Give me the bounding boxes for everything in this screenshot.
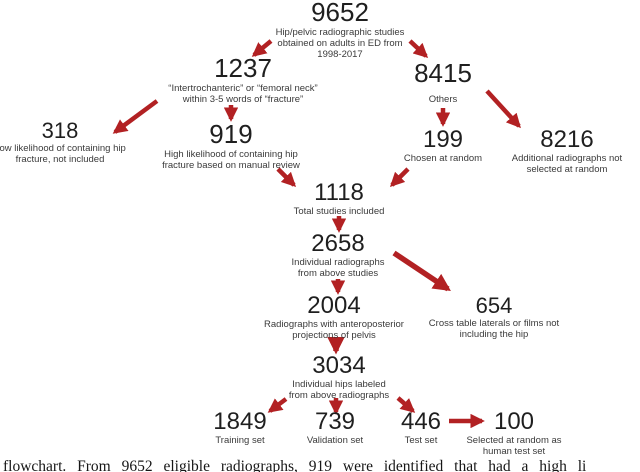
node-739-number: 739: [314, 408, 356, 435]
node-3034-label: Individual hips labeled from above radio…: [288, 379, 390, 402]
node-1118-label: Total studies included: [293, 206, 385, 218]
arrow-3034-to-1849: [267, 397, 288, 413]
node-199: 199 Chosen at random: [403, 126, 483, 165]
node-8216-number: 8216: [540, 126, 594, 153]
node-446: 446 Test set: [400, 408, 442, 447]
node-199-label: Chosen at random: [403, 153, 483, 165]
node-2004-number: 2004: [307, 292, 361, 319]
node-446-label: Test set: [404, 435, 438, 447]
node-1118: 1118 Total studies included: [293, 179, 385, 218]
arrow-2658-to-654: [392, 250, 451, 292]
node-1118-number: 1118: [314, 179, 364, 206]
node-3034: 3034 Individual hips labeled from above …: [288, 352, 390, 402]
arrow-8415-to-8216: [485, 89, 521, 129]
node-1849-number: 1849: [213, 408, 267, 435]
node-8415-label: Others: [428, 93, 458, 105]
node-318-label: Low likelihood of containing hip fractur…: [0, 143, 126, 166]
node-9652: 9652 Hip/pelvic radiographic studies obt…: [276, 0, 405, 60]
node-2004-label: Radiographs with anteroposterior project…: [264, 319, 404, 342]
node-1237-label: “Intertrochanteric” or “femoral neck” wi…: [168, 82, 318, 105]
node-100: 100 Selected at random as human test set: [466, 408, 562, 458]
node-919: 919 High likelihood of containing hip fr…: [162, 121, 300, 171]
arrow-9652-to-8415: [408, 39, 429, 58]
node-318-number: 318: [41, 118, 79, 143]
node-2004: 2004 Radiographs with anteroposterior pr…: [264, 292, 404, 342]
caption: flowchart. From 9652 eligible radiograph…: [3, 458, 587, 472]
node-9652-number: 9652: [311, 0, 369, 27]
node-3034-number: 3034: [312, 352, 366, 379]
node-8415: 8415 Others: [414, 60, 472, 105]
node-100-number: 100: [493, 408, 535, 435]
node-654: 654 Cross table laterals or films not in…: [428, 293, 560, 341]
node-199-number: 199: [422, 126, 464, 153]
node-9652-label: Hip/pelvic radiographic studies obtained…: [275, 26, 405, 60]
node-446-number: 446: [400, 408, 442, 435]
node-739: 739 Validation set: [306, 408, 364, 447]
node-8216: 8216 Additional radiographs not selected…: [511, 126, 623, 176]
node-100-label: Selected at random as human test set: [466, 435, 562, 458]
node-1237-number: 1237: [214, 53, 272, 83]
node-739-label: Validation set: [306, 435, 364, 447]
arrow-199-to-1118: [389, 167, 410, 188]
node-8415-number: 8415: [414, 58, 472, 88]
node-1237: 1237 “Intertrochanteric” or “femoral nec…: [168, 55, 317, 105]
node-919-label: High likelihood of containing hip fractu…: [162, 148, 300, 171]
node-2658-label: Individual radiographs from above studie…: [291, 257, 385, 280]
node-654-label: Cross table laterals or films not includ…: [428, 318, 560, 341]
node-654-number: 654: [475, 293, 513, 318]
node-1849-label: Training set: [215, 435, 265, 447]
node-8216-label: Additional radiographs not selected at r…: [511, 153, 623, 176]
arrow-919-to-1118: [276, 167, 297, 188]
node-2658-number: 2658: [311, 230, 365, 257]
node-1849: 1849 Training set: [213, 408, 267, 447]
node-2658: 2658 Individual radiographs from above s…: [291, 230, 385, 280]
node-919-number: 919: [209, 119, 253, 149]
node-318: 318 Low likelihood of containing hip fra…: [0, 118, 126, 166]
